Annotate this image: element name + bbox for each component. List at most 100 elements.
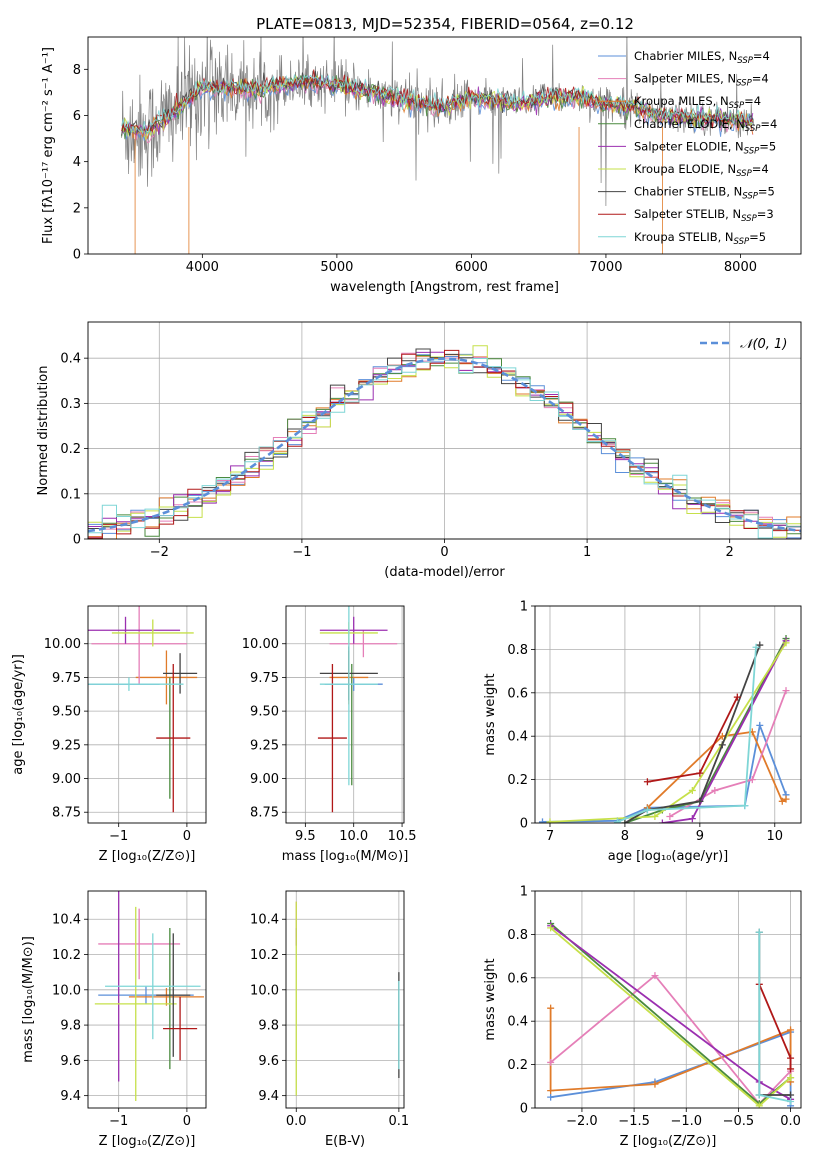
y-tick-label: 0: [520, 1102, 528, 1117]
y-tick-label: 0.4: [60, 352, 81, 367]
x-tick-label: −1.0: [670, 1114, 702, 1129]
axes-frame: [534, 605, 802, 824]
y-tick-label: 9.8: [60, 1019, 81, 1034]
y-tick-label: 9.00: [250, 772, 279, 787]
weight-point-marker: [688, 815, 696, 823]
y-tick-label: 9.75: [250, 671, 279, 686]
age-vs-mass-panel: 9.5 10.0 10.5 8.75 9.00 9.25 9.50 9.75 10.00 mass…: [242, 605, 417, 864]
weight-point-marker: [613, 818, 621, 823]
grid-lines: [535, 605, 801, 824]
weight-point-marker: [787, 1054, 795, 1062]
weight-point-marker: [643, 806, 651, 814]
y-tick-label: 0.2: [507, 1058, 528, 1073]
x-tick-label: −1: [109, 829, 128, 844]
plot-area: [88, 345, 801, 539]
x-tick-label: −1: [292, 545, 311, 560]
y-tick-label: 0.4: [507, 730, 528, 745]
grid-lines: [88, 606, 206, 823]
axes-frame: [87, 890, 207, 1109]
weight-point-marker: [755, 1102, 763, 1108]
x-tick-label: 5000: [320, 260, 353, 275]
axes: −1 0 9.4 9.6 9.8 10.0 10.2 10.4 Z [log₁₀(Z/Z⊙)] m…: [21, 890, 207, 1149]
plot-area: [317, 606, 398, 813]
x-axis-label: age [log₁₀(age/yr)]: [608, 849, 729, 864]
weight-point-marker: [643, 778, 651, 786]
weight-series-line: [662, 640, 787, 823]
y-tick-label: 0.6: [507, 971, 528, 986]
x-tick-label: 8000: [724, 260, 757, 275]
weight-point-marker: [666, 812, 674, 820]
axes-frame: [87, 36, 802, 255]
weight-point-marker: [787, 1074, 795, 1082]
weight-point-marker: [756, 721, 764, 729]
x-axis-label: mass [log₁₀(M/M⊙)]: [282, 849, 409, 864]
weight-point-marker: [733, 693, 741, 701]
weight-point-marker: [787, 1026, 795, 1034]
y-axis-label: mass [log₁₀(M/M⊙)]: [21, 936, 36, 1063]
weight-point-marker: [547, 1093, 555, 1101]
y-tick-label: 10.4: [52, 913, 81, 928]
y-tick-label: 0: [520, 817, 528, 832]
weight-point-marker: [547, 1087, 555, 1095]
weight-point-marker: [752, 643, 760, 651]
legend-label: Salpeter ELODIE, NSSP=5: [634, 139, 776, 156]
weight-point-marker: [787, 1065, 795, 1073]
figure-title: PLATE=0813, MJD=52354, FIBERID=0564, z=0…: [256, 15, 634, 33]
x-axis-label: Z [log₁₀(Z/Z⊙)]: [620, 1134, 717, 1149]
x-tick-label: 0.1: [389, 1114, 410, 1129]
axes-frame: [87, 605, 207, 824]
x-axis-label: wavelength [Angstrom, rest frame]: [330, 280, 559, 295]
y-axis-label: Flux [fλ10⁻¹⁷ erg cm⁻² s⁻¹ A⁻¹]: [41, 47, 56, 244]
x-tick-label: 6000: [455, 260, 488, 275]
axes: −1 0 8.75 9.00 9.25 9.50 9.75 10.00 Z [log₁₀(Z/Z…: [11, 605, 207, 864]
legend-label: 𝒩(0, 1): [740, 337, 787, 352]
spectrum-panel: 4000 5000 6000 7000 8000 0 2 4 6 8 wavelength [Ang…: [41, 36, 802, 295]
y-tick-label: 8: [73, 63, 81, 78]
plot-area: [121, 37, 755, 254]
y-tick-label: 9.25: [52, 738, 81, 753]
mass-vs-metallicity-panel: −1 0 9.4 9.6 9.8 10.0 10.2 10.4 Z [log₁₀(Z/Z⊙)] m…: [21, 890, 207, 1149]
weight-series-line: [758, 932, 791, 1096]
x-axis-label: Z [log₁₀(Z/Z⊙)]: [99, 1134, 196, 1149]
weight-point-marker: [756, 641, 764, 649]
plot-area: [295, 901, 400, 1096]
weight-point-marker: [711, 786, 719, 794]
x-tick-label: 10: [767, 829, 784, 844]
y-tick-label: 0: [73, 248, 81, 263]
axes-frame: [285, 605, 405, 824]
weight-vs-age-panel: 7 8 9 10 0 0.2 0.4 0.6 0.8 1 age [log₁₀(age/yr)] ma…: [483, 600, 802, 864]
y-tick-label: 8.75: [250, 806, 279, 821]
weight-point-marker: [718, 741, 726, 749]
y-tick-label: 0.1: [60, 487, 81, 502]
x-tick-label: 0.0: [780, 1114, 801, 1129]
x-tick-label: −2: [150, 545, 169, 560]
plot-area: [538, 635, 790, 823]
axes: −2 −1 0 1 2 0 0.1 0.2 0.3 0.4 (data-model)/error No…: [36, 321, 802, 580]
legend-label: Kroupa STELIB, NSSP=5: [634, 230, 766, 247]
y-tick-label: 9.50: [250, 705, 279, 720]
y-tick-label: 9.4: [258, 1089, 279, 1104]
y-tick-label: 1: [520, 600, 528, 615]
y-tick-label: 0.8: [507, 928, 528, 943]
y-tick-label: 10.2: [52, 948, 81, 963]
axes-frame: [534, 890, 802, 1109]
x-tick-label: −2.0: [566, 1114, 598, 1129]
weight-point-marker: [547, 1058, 555, 1066]
weight-point-marker: [755, 1091, 763, 1099]
x-tick-label: 10.5: [388, 829, 417, 844]
weight-point-marker: [755, 928, 763, 936]
axes: 4000 5000 6000 7000 8000 0 2 4 6 8 wavelength [Ang…: [41, 36, 802, 295]
weight-point-marker: [782, 795, 790, 803]
y-tick-label: 9.6: [60, 1054, 81, 1069]
y-tick-label: 10.00: [242, 637, 279, 652]
legend-label: Chabrier ELODIE, NSSP=4: [634, 117, 777, 134]
plot-area: [88, 606, 198, 813]
y-axis-label: mass weight: [483, 958, 498, 1040]
x-tick-label: −1.5: [618, 1114, 650, 1129]
weight-point-marker: [696, 797, 704, 805]
y-tick-label: 10.00: [44, 637, 81, 652]
y-tick-label: 0.8: [507, 643, 528, 658]
x-tick-label: 9.5: [295, 829, 316, 844]
gaussian-reference-curve: [88, 357, 801, 533]
y-axis-label: age [log₁₀(age/yr)]: [11, 654, 26, 775]
